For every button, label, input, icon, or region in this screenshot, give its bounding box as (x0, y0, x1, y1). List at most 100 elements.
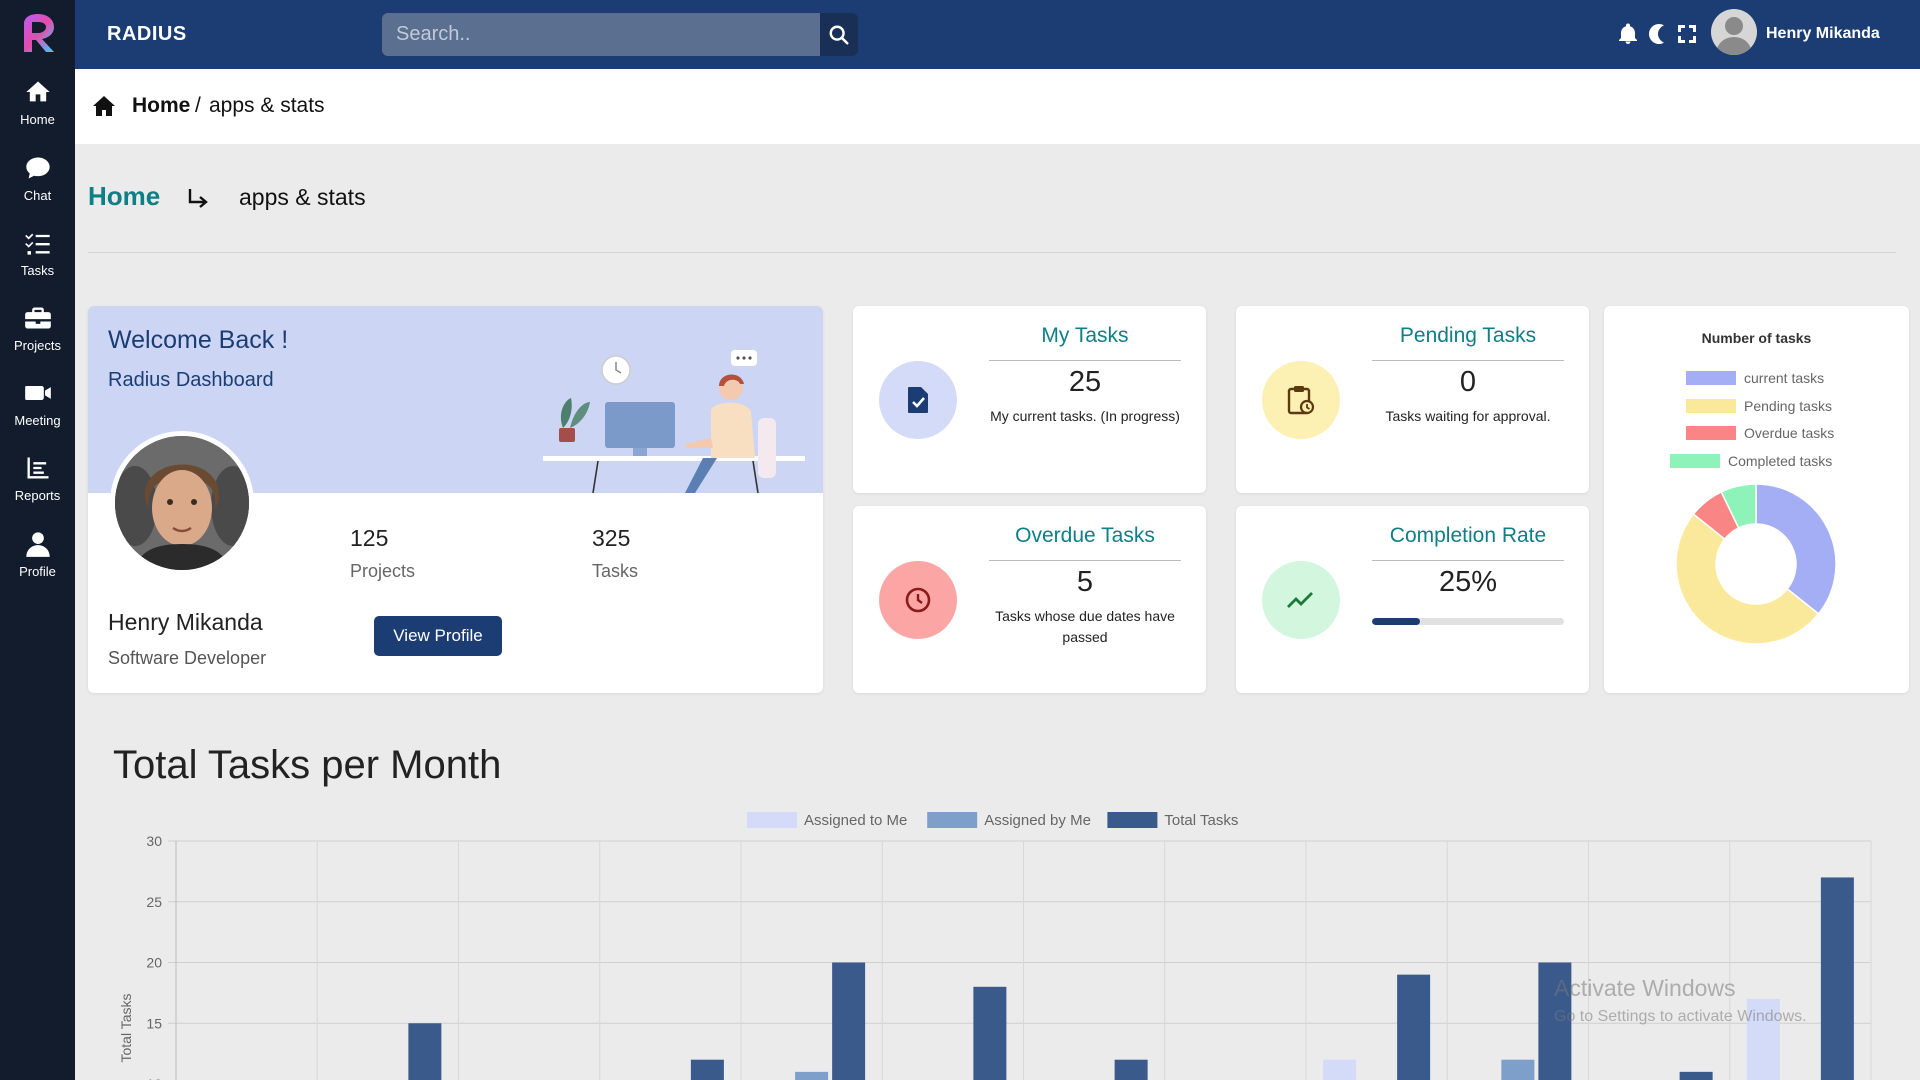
sidebar-item-meeting[interactable]: Meeting (0, 379, 75, 449)
sidebar-item-label: Chat (23, 188, 52, 203)
sidebar-item-chat[interactable]: Chat (0, 154, 75, 224)
legend-swatch (1686, 399, 1736, 413)
y-tick-label: 20 (146, 955, 162, 971)
y-tick-label: 10 (146, 1076, 162, 1080)
fullscreen-icon[interactable] (1675, 22, 1699, 46)
completion-rate-title: Completion Rate (1389, 524, 1547, 547)
tasks-label: Tasks (592, 561, 639, 581)
legend-label[interactable]: Total Tasks (1164, 812, 1238, 829)
donut-slice-current-tasks[interactable] (1755, 483, 1837, 615)
divider (1372, 560, 1564, 561)
donut-slice-completed-tasks[interactable] (1720, 483, 1757, 529)
divider (989, 560, 1181, 561)
task-document-icon (908, 387, 928, 413)
sidebar-item-label: Meeting (14, 413, 61, 428)
overdue-tasks-title: Overdue Tasks (1015, 524, 1155, 547)
pending-tasks-title: Pending Tasks (1399, 324, 1537, 347)
report-icon (27, 457, 48, 479)
app-brand[interactable]: RADIUS (107, 23, 187, 45)
legend-item-current[interactable]: current tasks (1686, 369, 1824, 387)
bar-total-tasks[interactable] (1397, 974, 1431, 1080)
y-tick-label: 25 (146, 894, 162, 910)
welcome-title: Welcome Back ! (108, 326, 289, 354)
legend-item-overdue[interactable]: Overdue tasks (1686, 424, 1834, 442)
search-input[interactable] (382, 13, 832, 56)
legend-swatch (747, 812, 797, 828)
overdue-tasks-value: 5 (1076, 566, 1094, 598)
sidebar-item-home[interactable]: Home (0, 78, 75, 148)
bar-total-tasks[interactable] (1538, 962, 1572, 1080)
clock-icon (905, 587, 931, 613)
my-tasks-icon-circle (879, 361, 957, 439)
bar-total-tasks[interactable] (1820, 877, 1854, 1080)
divider (989, 360, 1181, 361)
number-of-tasks-chart-card: Number of tasks current tasks Pending ta… (1604, 306, 1909, 693)
video-icon (24, 386, 51, 400)
legend-label[interactable]: Assigned to Me (804, 812, 907, 829)
my-tasks-description: My current tasks. (In progress) (990, 408, 1180, 424)
legend-label: Completed tasks (1728, 453, 1833, 469)
overdue-tasks-card[interactable]: Overdue Tasks 5 Tasks whose due dates ha… (853, 506, 1206, 693)
overdue-tasks-icon-circle (879, 561, 957, 639)
bar-assigned-by-me[interactable] (1501, 1059, 1535, 1080)
sidebar-item-projects[interactable]: Projects (0, 304, 75, 374)
my-tasks-value: 25 (1068, 366, 1102, 398)
legend-item-completed[interactable]: Completed tasks (1670, 452, 1832, 470)
bar-total-tasks[interactable] (832, 962, 866, 1080)
my-tasks-card[interactable]: My Tasks 25 My current tasks. (In progre… (853, 306, 1206, 493)
search-icon (829, 25, 849, 45)
my-tasks-title: My Tasks (1041, 324, 1129, 347)
sidebar-item-reports[interactable]: Reports (0, 454, 75, 524)
bar-assigned-to-me[interactable] (1746, 998, 1780, 1080)
completion-progress-fill (1372, 618, 1420, 625)
sidebar-item-label: Reports (14, 488, 61, 503)
bar-total-tasks[interactable] (1679, 1071, 1713, 1080)
moon-icon[interactable] (1645, 22, 1669, 46)
total-tasks-bar-chart: Assigned to Me Assigned by Me Total Tasks 3… (118, 812, 1872, 1080)
completion-rate-card[interactable]: Completion Rate 25% (1236, 506, 1589, 693)
legend-swatch (1670, 454, 1720, 468)
page-title-subtitle: apps & stats (239, 184, 366, 210)
divider (1372, 360, 1564, 361)
bar-total-tasks[interactable] (408, 1023, 442, 1080)
bar-total-tasks[interactable] (690, 1059, 724, 1080)
pending-tasks-card[interactable]: Pending Tasks 0 Tasks waiting for approv… (1236, 306, 1589, 493)
legend-item-pending[interactable]: Pending tasks (1686, 397, 1832, 415)
bar-total-tasks[interactable] (1114, 1059, 1148, 1080)
profile-photo (110, 431, 254, 575)
sidebar-item-tasks[interactable]: Tasks (0, 229, 75, 299)
chat-icon (25, 157, 50, 179)
bar-total-tasks[interactable] (973, 986, 1007, 1080)
briefcase-icon (24, 307, 51, 329)
bar-assigned-by-me[interactable] (795, 1071, 829, 1080)
radius-logo[interactable] (16, 12, 60, 56)
tasks-count: 325 (592, 525, 631, 551)
legend-swatch (1107, 812, 1158, 828)
breadcrumb-separator: / (195, 94, 201, 117)
home-icon[interactable] (92, 95, 116, 117)
welcome-subtitle: Radius Dashboard (108, 369, 274, 391)
profile-name: Henry Mikanda (108, 609, 263, 635)
y-axis-label: Total Tasks (118, 994, 134, 1063)
donut-slice-pending-tasks[interactable] (1675, 513, 1820, 645)
welcome-card: Welcome Back ! Radius Dashboard (88, 306, 823, 693)
profile-role: Software Developer (108, 648, 267, 668)
top-bar: RADIUS Henry Mikanda (75, 0, 1920, 69)
view-profile-button[interactable]: View Profile (374, 616, 502, 656)
tasks-donut-chart[interactable] (1674, 482, 1838, 646)
completion-rate-value: 25% (1438, 566, 1498, 598)
sidebar-item-profile[interactable]: Profile (0, 530, 75, 600)
activate-windows-subtext: Go to Settings to activate Windows. (1554, 1008, 1807, 1025)
user-avatar[interactable] (1711, 9, 1757, 55)
user-name[interactable]: Henry Mikanda (1766, 25, 1880, 42)
sidebar: Home Chat Tasks Projects Meeting Reports… (0, 0, 75, 1080)
legend-label[interactable]: Assigned by Me (984, 812, 1091, 829)
search-button[interactable] (820, 13, 858, 56)
bar-assigned-to-me[interactable] (1323, 1059, 1357, 1080)
page-title-home-link[interactable]: Home (88, 181, 161, 211)
bell-icon[interactable] (1616, 22, 1640, 46)
breadcrumb-home-link[interactable]: Home (132, 94, 191, 117)
overdue-tasks-description: Tasks whose due dates have passed (995, 608, 1175, 645)
user-icon (25, 532, 50, 557)
legend-label: Pending tasks (1744, 398, 1832, 414)
